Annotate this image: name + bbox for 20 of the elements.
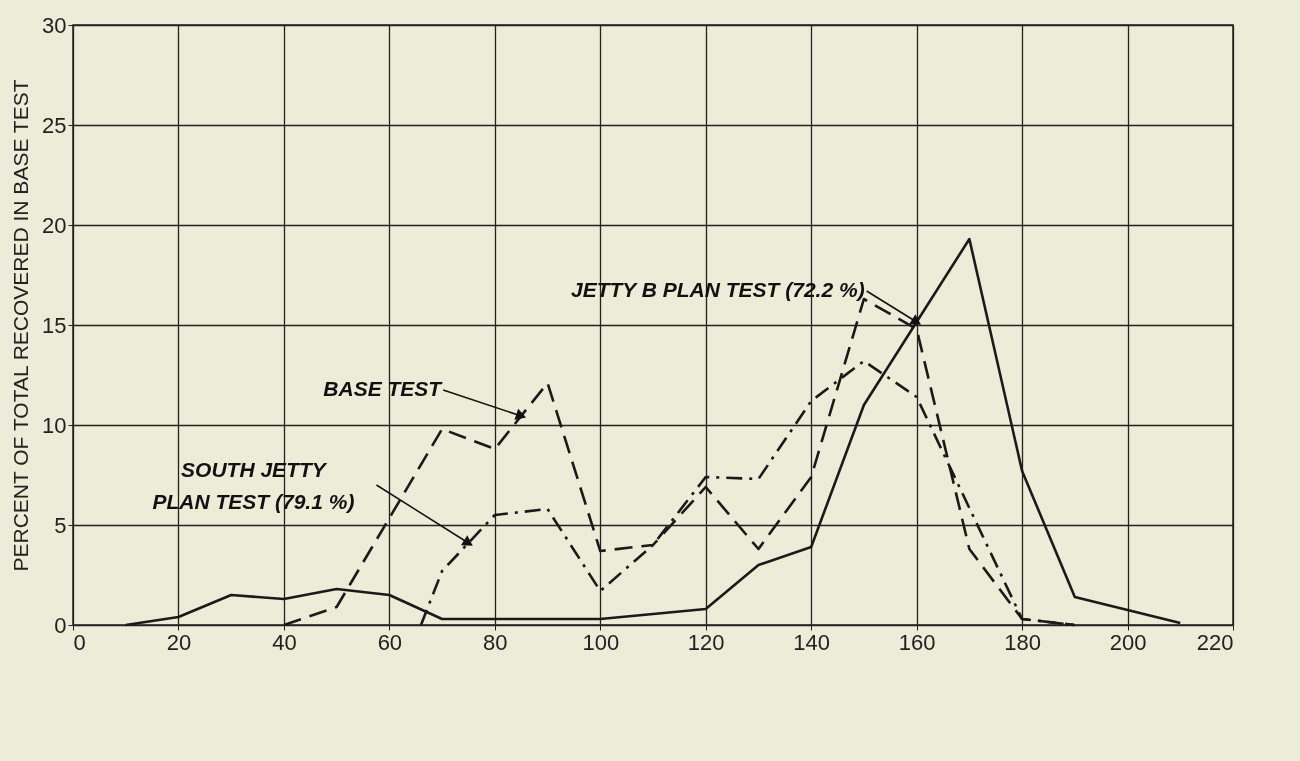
- y-tick-label: 20: [42, 212, 67, 238]
- x-tick-label: 40: [272, 629, 297, 655]
- x-tick-label: 60: [377, 629, 403, 655]
- y-tick-label: 15: [42, 312, 67, 338]
- x-tick-label: 100: [582, 629, 620, 655]
- y-tick-label: 10: [42, 412, 67, 438]
- x-tick-label: 160: [898, 629, 936, 655]
- x-tick-label: 220: [1196, 629, 1234, 655]
- x-tick-label: 0: [73, 629, 86, 655]
- y-tick-label: 5: [54, 512, 67, 538]
- y-tick-label: 30: [42, 12, 67, 38]
- x-tick-label: 140: [793, 629, 831, 655]
- y-tick-label: 0: [54, 612, 67, 638]
- y-tick-label: 25: [42, 112, 67, 138]
- y-axis-title: PERCENT OF TOTAL RECOVERED IN BASE TEST: [9, 79, 33, 572]
- x-tick-label: 80: [483, 629, 508, 655]
- x-tick-label: 200: [1109, 629, 1147, 655]
- x-tick-label: 180: [1004, 629, 1041, 655]
- x-tick-label: 20: [166, 629, 192, 655]
- x-tick-label: 120: [687, 629, 725, 655]
